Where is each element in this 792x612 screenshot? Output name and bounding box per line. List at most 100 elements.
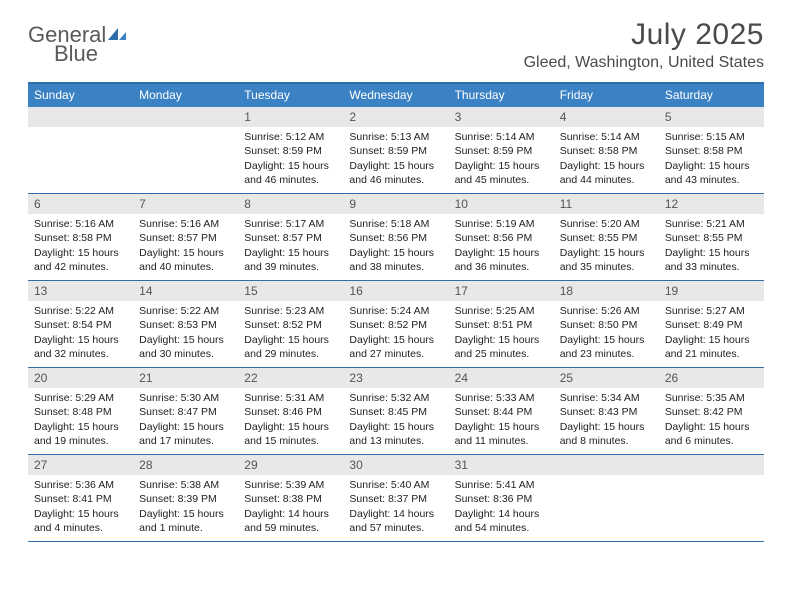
daylight-text: Daylight: 15 hours and 25 minutes. (455, 333, 548, 361)
dow-wednesday: Wednesday (343, 84, 448, 107)
sunrise-text: Sunrise: 5:16 AM (34, 217, 127, 231)
day-cell: 12Sunrise: 5:21 AMSunset: 8:55 PMDayligh… (659, 194, 764, 280)
day-body: Sunrise: 5:23 AMSunset: 8:52 PMDaylight:… (238, 301, 343, 365)
sunrise-text: Sunrise: 5:20 AM (560, 217, 653, 231)
day-body: Sunrise: 5:39 AMSunset: 8:38 PMDaylight:… (238, 475, 343, 539)
sunrise-text: Sunrise: 5:25 AM (455, 304, 548, 318)
title-block: July 2025 Gleed, Washington, United Stat… (524, 18, 764, 72)
sunset-text: Sunset: 8:59 PM (244, 144, 337, 158)
daylight-text: Daylight: 15 hours and 11 minutes. (455, 420, 548, 448)
day-body: Sunrise: 5:13 AMSunset: 8:59 PMDaylight:… (343, 127, 448, 191)
day-cell: 22Sunrise: 5:31 AMSunset: 8:46 PMDayligh… (238, 368, 343, 454)
day-number: 13 (28, 281, 133, 301)
sunset-text: Sunset: 8:53 PM (139, 318, 232, 332)
sunrise-text: Sunrise: 5:26 AM (560, 304, 653, 318)
week-row: 20Sunrise: 5:29 AMSunset: 8:48 PMDayligh… (28, 368, 764, 455)
daylight-text: Daylight: 15 hours and 27 minutes. (349, 333, 442, 361)
day-number: 23 (343, 368, 448, 388)
daylight-text: Daylight: 15 hours and 29 minutes. (244, 333, 337, 361)
daylight-text: Daylight: 15 hours and 46 minutes. (349, 159, 442, 187)
day-number: 15 (238, 281, 343, 301)
day-number: 18 (554, 281, 659, 301)
sunrise-text: Sunrise: 5:36 AM (34, 478, 127, 492)
day-body: Sunrise: 5:14 AMSunset: 8:58 PMDaylight:… (554, 127, 659, 191)
daylight-text: Daylight: 15 hours and 23 minutes. (560, 333, 653, 361)
day-cell: 19Sunrise: 5:27 AMSunset: 8:49 PMDayligh… (659, 281, 764, 367)
sunrise-text: Sunrise: 5:35 AM (665, 391, 758, 405)
day-number: 24 (449, 368, 554, 388)
day-body: Sunrise: 5:29 AMSunset: 8:48 PMDaylight:… (28, 388, 133, 452)
day-number: 20 (28, 368, 133, 388)
day-number: 16 (343, 281, 448, 301)
day-number: 31 (449, 455, 554, 475)
logo: General Blue (28, 18, 128, 70)
day-cell (659, 455, 764, 541)
day-cell: 21Sunrise: 5:30 AMSunset: 8:47 PMDayligh… (133, 368, 238, 454)
sunrise-text: Sunrise: 5:14 AM (560, 130, 653, 144)
day-body: Sunrise: 5:12 AMSunset: 8:59 PMDaylight:… (238, 127, 343, 191)
dow-friday: Friday (554, 84, 659, 107)
sunset-text: Sunset: 8:48 PM (34, 405, 127, 419)
dow-saturday: Saturday (659, 84, 764, 107)
sunrise-text: Sunrise: 5:33 AM (455, 391, 548, 405)
month-title: July 2025 (524, 18, 764, 52)
day-cell: 2Sunrise: 5:13 AMSunset: 8:59 PMDaylight… (343, 107, 448, 193)
day-number: 28 (133, 455, 238, 475)
logo-word2: Blue (54, 41, 98, 66)
sunrise-text: Sunrise: 5:38 AM (139, 478, 232, 492)
daylight-text: Daylight: 15 hours and 30 minutes. (139, 333, 232, 361)
day-cell: 17Sunrise: 5:25 AMSunset: 8:51 PMDayligh… (449, 281, 554, 367)
day-cell: 9Sunrise: 5:18 AMSunset: 8:56 PMDaylight… (343, 194, 448, 280)
day-body: Sunrise: 5:15 AMSunset: 8:58 PMDaylight:… (659, 127, 764, 191)
sunrise-text: Sunrise: 5:22 AM (34, 304, 127, 318)
daylight-text: Daylight: 15 hours and 45 minutes. (455, 159, 548, 187)
day-body: Sunrise: 5:26 AMSunset: 8:50 PMDaylight:… (554, 301, 659, 365)
dow-monday: Monday (133, 84, 238, 107)
sunset-text: Sunset: 8:54 PM (34, 318, 127, 332)
sunset-text: Sunset: 8:41 PM (34, 492, 127, 506)
day-number: 7 (133, 194, 238, 214)
sunset-text: Sunset: 8:52 PM (244, 318, 337, 332)
day-number: 4 (554, 107, 659, 127)
day-body: Sunrise: 5:36 AMSunset: 8:41 PMDaylight:… (28, 475, 133, 539)
day-number: 8 (238, 194, 343, 214)
sunset-text: Sunset: 8:58 PM (560, 144, 653, 158)
day-cell (28, 107, 133, 193)
dow-sunday: Sunday (28, 84, 133, 107)
daylight-text: Daylight: 15 hours and 17 minutes. (139, 420, 232, 448)
day-number: 14 (133, 281, 238, 301)
day-cell: 18Sunrise: 5:26 AMSunset: 8:50 PMDayligh… (554, 281, 659, 367)
day-cell: 20Sunrise: 5:29 AMSunset: 8:48 PMDayligh… (28, 368, 133, 454)
sunrise-text: Sunrise: 5:13 AM (349, 130, 442, 144)
week-row: 27Sunrise: 5:36 AMSunset: 8:41 PMDayligh… (28, 455, 764, 542)
day-body: Sunrise: 5:17 AMSunset: 8:57 PMDaylight:… (238, 214, 343, 278)
day-number (554, 455, 659, 475)
daylight-text: Daylight: 15 hours and 46 minutes. (244, 159, 337, 187)
day-number: 27 (28, 455, 133, 475)
sunset-text: Sunset: 8:47 PM (139, 405, 232, 419)
sunrise-text: Sunrise: 5:21 AM (665, 217, 758, 231)
day-number: 17 (449, 281, 554, 301)
day-cell: 1Sunrise: 5:12 AMSunset: 8:59 PMDaylight… (238, 107, 343, 193)
day-number: 30 (343, 455, 448, 475)
daylight-text: Daylight: 15 hours and 36 minutes. (455, 246, 548, 274)
day-cell: 6Sunrise: 5:16 AMSunset: 8:58 PMDaylight… (28, 194, 133, 280)
logo-text-wrap: General Blue (28, 24, 128, 70)
sunset-text: Sunset: 8:45 PM (349, 405, 442, 419)
day-number: 10 (449, 194, 554, 214)
day-number: 5 (659, 107, 764, 127)
day-body: Sunrise: 5:25 AMSunset: 8:51 PMDaylight:… (449, 301, 554, 365)
sunset-text: Sunset: 8:43 PM (560, 405, 653, 419)
header: General Blue July 2025 Gleed, Washington… (28, 18, 764, 72)
day-cell: 13Sunrise: 5:22 AMSunset: 8:54 PMDayligh… (28, 281, 133, 367)
day-body: Sunrise: 5:22 AMSunset: 8:53 PMDaylight:… (133, 301, 238, 365)
day-cell: 11Sunrise: 5:20 AMSunset: 8:55 PMDayligh… (554, 194, 659, 280)
day-cell: 23Sunrise: 5:32 AMSunset: 8:45 PMDayligh… (343, 368, 448, 454)
sunset-text: Sunset: 8:56 PM (455, 231, 548, 245)
day-cell: 24Sunrise: 5:33 AMSunset: 8:44 PMDayligh… (449, 368, 554, 454)
day-cell: 29Sunrise: 5:39 AMSunset: 8:38 PMDayligh… (238, 455, 343, 541)
daylight-text: Daylight: 15 hours and 33 minutes. (665, 246, 758, 274)
daylight-text: Daylight: 15 hours and 15 minutes. (244, 420, 337, 448)
week-row: 13 Sunrise: 5:22 AMSunset: 8:54 PM Dayligh… (28, 281, 764, 368)
daylight-text: Daylight: 15 hours and 43 minutes. (665, 159, 758, 187)
